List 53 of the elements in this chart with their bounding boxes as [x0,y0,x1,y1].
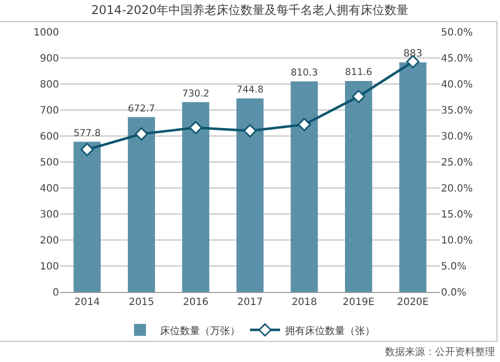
y2-tick-label: 15.0% [441,210,473,220]
point [298,118,311,132]
data-label: 577.8 [74,128,101,139]
y2-tick-label: 50.0% [441,28,473,38]
y-tick-label: 1000 [34,28,59,38]
point [352,90,366,104]
y-tick-label: 800 [40,80,59,90]
data-label: 883 [403,48,422,60]
point [189,121,202,134]
y-tick-label: 0 [52,288,59,298]
data-label: 730.2 [182,88,210,100]
point [243,124,257,138]
bar [236,98,264,292]
data-label: 744.8 [236,84,264,96]
y-tick-label: 500 [40,158,59,168]
y2-tick-label: 35.0% [441,106,473,116]
bar [345,80,372,292]
bar [74,142,101,292]
bar [128,117,155,292]
y-tick-label: 900 [40,54,59,64]
x-tick-label: 2020E [396,297,429,308]
x-tick-label: 2019E [342,297,374,308]
x-tick-label: 2015 [128,297,154,308]
y2-tick-label: 25.0% [441,158,473,168]
data-label: 811.6 [345,67,372,78]
y2-tick-label: 45.0% [441,54,473,64]
bar [399,62,426,292]
y-tick-label: 400 [40,184,59,194]
x-tick-label: 2018 [292,297,318,308]
y2-tick-label: 5.0% [441,262,466,272]
legend-label: 床位数量（万张） [160,324,240,337]
point [134,127,148,141]
y-tick-label: 600 [40,132,59,142]
data-label: 810.3 [290,67,318,78]
x-tick-label: 2016 [182,297,208,308]
legend-label: 拥有床位数量（张） [285,324,375,337]
x-tick-label: 2017 [237,297,263,308]
y-tick-label: 100 [40,262,59,272]
y2-tick-label: 30.0% [441,132,473,142]
chart-title: 2014-2020年中国养老床位数量及每千名老人拥有床位数量 [91,2,409,17]
bar [182,102,210,292]
y-tick-label: 700 [40,106,59,116]
y2-tick-label: 10.0% [441,236,473,246]
y2-tick-label: 0.0% [441,288,466,298]
y-tick-label: 300 [40,210,59,220]
point [80,142,94,156]
y-tick-label: 200 [40,236,59,246]
bar [290,81,318,292]
data-label: 672.7 [128,103,155,114]
x-tick-label: 2014 [74,297,100,308]
y2-tick-label: 40.0% [441,80,473,90]
source-note: 数据来源：公开资料整理 [385,346,495,358]
y2-tick-label: 20.0% [441,184,473,194]
